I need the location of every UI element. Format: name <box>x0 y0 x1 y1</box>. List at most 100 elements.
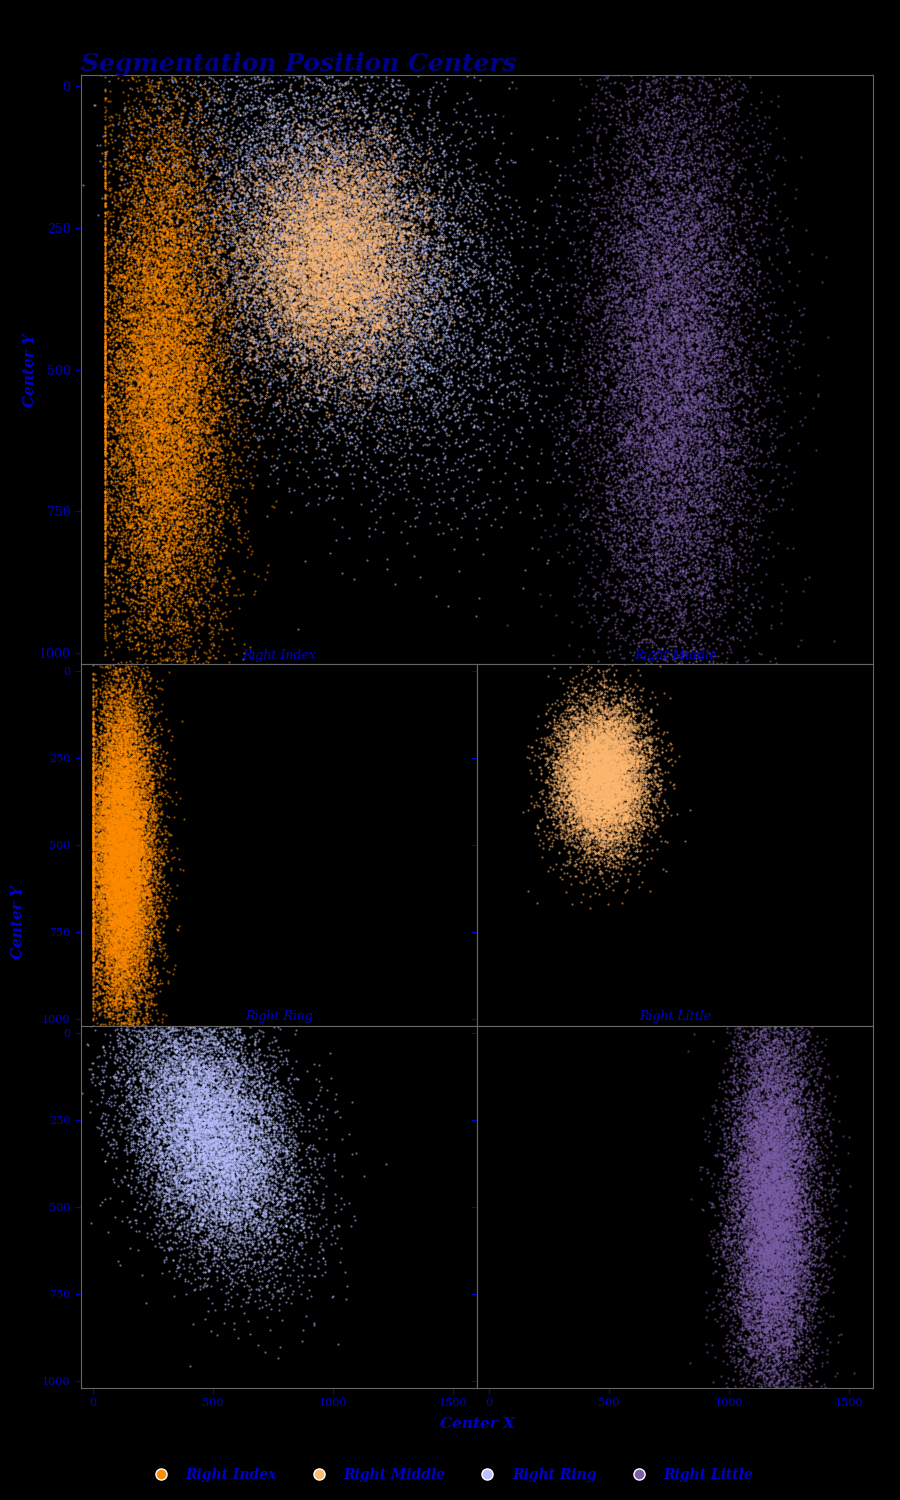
Point <box>585 822 599 846</box>
Point <box>279 236 293 260</box>
Point <box>109 847 123 871</box>
Point <box>325 236 339 260</box>
Point <box>317 312 331 336</box>
Point <box>121 375 135 399</box>
Point <box>626 435 641 459</box>
Point <box>201 1119 215 1143</box>
Point <box>813 1155 827 1179</box>
Point <box>653 450 668 474</box>
Point <box>157 326 171 350</box>
Point <box>198 489 212 513</box>
Point <box>300 238 314 262</box>
Point <box>216 537 230 561</box>
Point <box>135 720 149 744</box>
Point <box>273 279 287 303</box>
Point <box>168 1052 183 1076</box>
Point <box>145 153 159 177</box>
Point <box>705 135 719 159</box>
Point <box>352 315 366 339</box>
Point <box>582 717 597 741</box>
Point <box>229 1107 243 1131</box>
Point <box>124 970 139 994</box>
Point <box>649 454 663 478</box>
Point <box>649 248 663 272</box>
Point <box>339 210 354 234</box>
Point <box>140 442 154 466</box>
Point <box>313 291 328 315</box>
Point <box>166 1022 180 1046</box>
Point <box>302 306 316 330</box>
Point <box>762 1128 777 1152</box>
Point <box>110 786 124 810</box>
Point <box>180 240 194 264</box>
Point <box>220 1182 234 1206</box>
Point <box>644 496 659 520</box>
Point <box>388 94 402 118</box>
Point <box>98 378 112 402</box>
Point <box>200 1191 214 1215</box>
Point <box>214 1118 229 1142</box>
Point <box>160 1120 175 1144</box>
Point <box>760 1158 774 1182</box>
Point <box>141 147 156 171</box>
Point <box>97 918 112 942</box>
Point <box>181 1100 195 1124</box>
Point <box>733 176 747 200</box>
Point <box>777 1156 791 1180</box>
Point <box>768 1166 782 1190</box>
Point <box>196 556 211 580</box>
Point <box>103 816 117 840</box>
Point <box>107 834 122 858</box>
Point <box>728 1047 742 1071</box>
Point <box>238 1212 253 1236</box>
Point <box>305 303 320 327</box>
Point <box>752 1104 766 1128</box>
Point <box>101 865 115 889</box>
Point <box>110 783 124 807</box>
Point <box>617 806 632 830</box>
Point <box>705 278 719 302</box>
Point <box>152 165 166 189</box>
Point <box>168 1180 183 1204</box>
Point <box>576 782 590 806</box>
Point <box>112 890 126 914</box>
Point <box>130 834 144 858</box>
Point <box>602 747 616 771</box>
Point <box>169 381 184 405</box>
Point <box>382 195 396 219</box>
Point <box>129 380 143 404</box>
Point <box>125 795 140 819</box>
Point <box>382 216 397 240</box>
Point <box>445 266 459 290</box>
Point <box>182 266 196 290</box>
Point <box>686 348 700 372</box>
Point <box>156 503 170 526</box>
Point <box>772 1118 787 1142</box>
Point <box>663 524 678 548</box>
Point <box>154 1056 168 1080</box>
Point <box>410 237 425 261</box>
Point <box>667 369 681 393</box>
Point <box>277 1112 292 1136</box>
Point <box>604 752 618 776</box>
Point <box>169 374 184 398</box>
Point <box>749 1150 763 1174</box>
Point <box>340 231 355 255</box>
Point <box>209 1108 223 1132</box>
Point <box>416 326 430 350</box>
Point <box>159 471 174 495</box>
Point <box>234 1158 248 1182</box>
Point <box>198 1080 212 1104</box>
Point <box>222 1149 237 1173</box>
Point <box>194 1044 208 1068</box>
Point <box>750 1191 764 1215</box>
Point <box>161 303 176 327</box>
Point <box>634 744 649 768</box>
Point <box>93 962 107 986</box>
Point <box>148 1095 163 1119</box>
Point <box>265 1203 279 1227</box>
Point <box>678 471 692 495</box>
Point <box>756 1239 770 1263</box>
Point <box>694 243 708 267</box>
Point <box>570 780 584 804</box>
